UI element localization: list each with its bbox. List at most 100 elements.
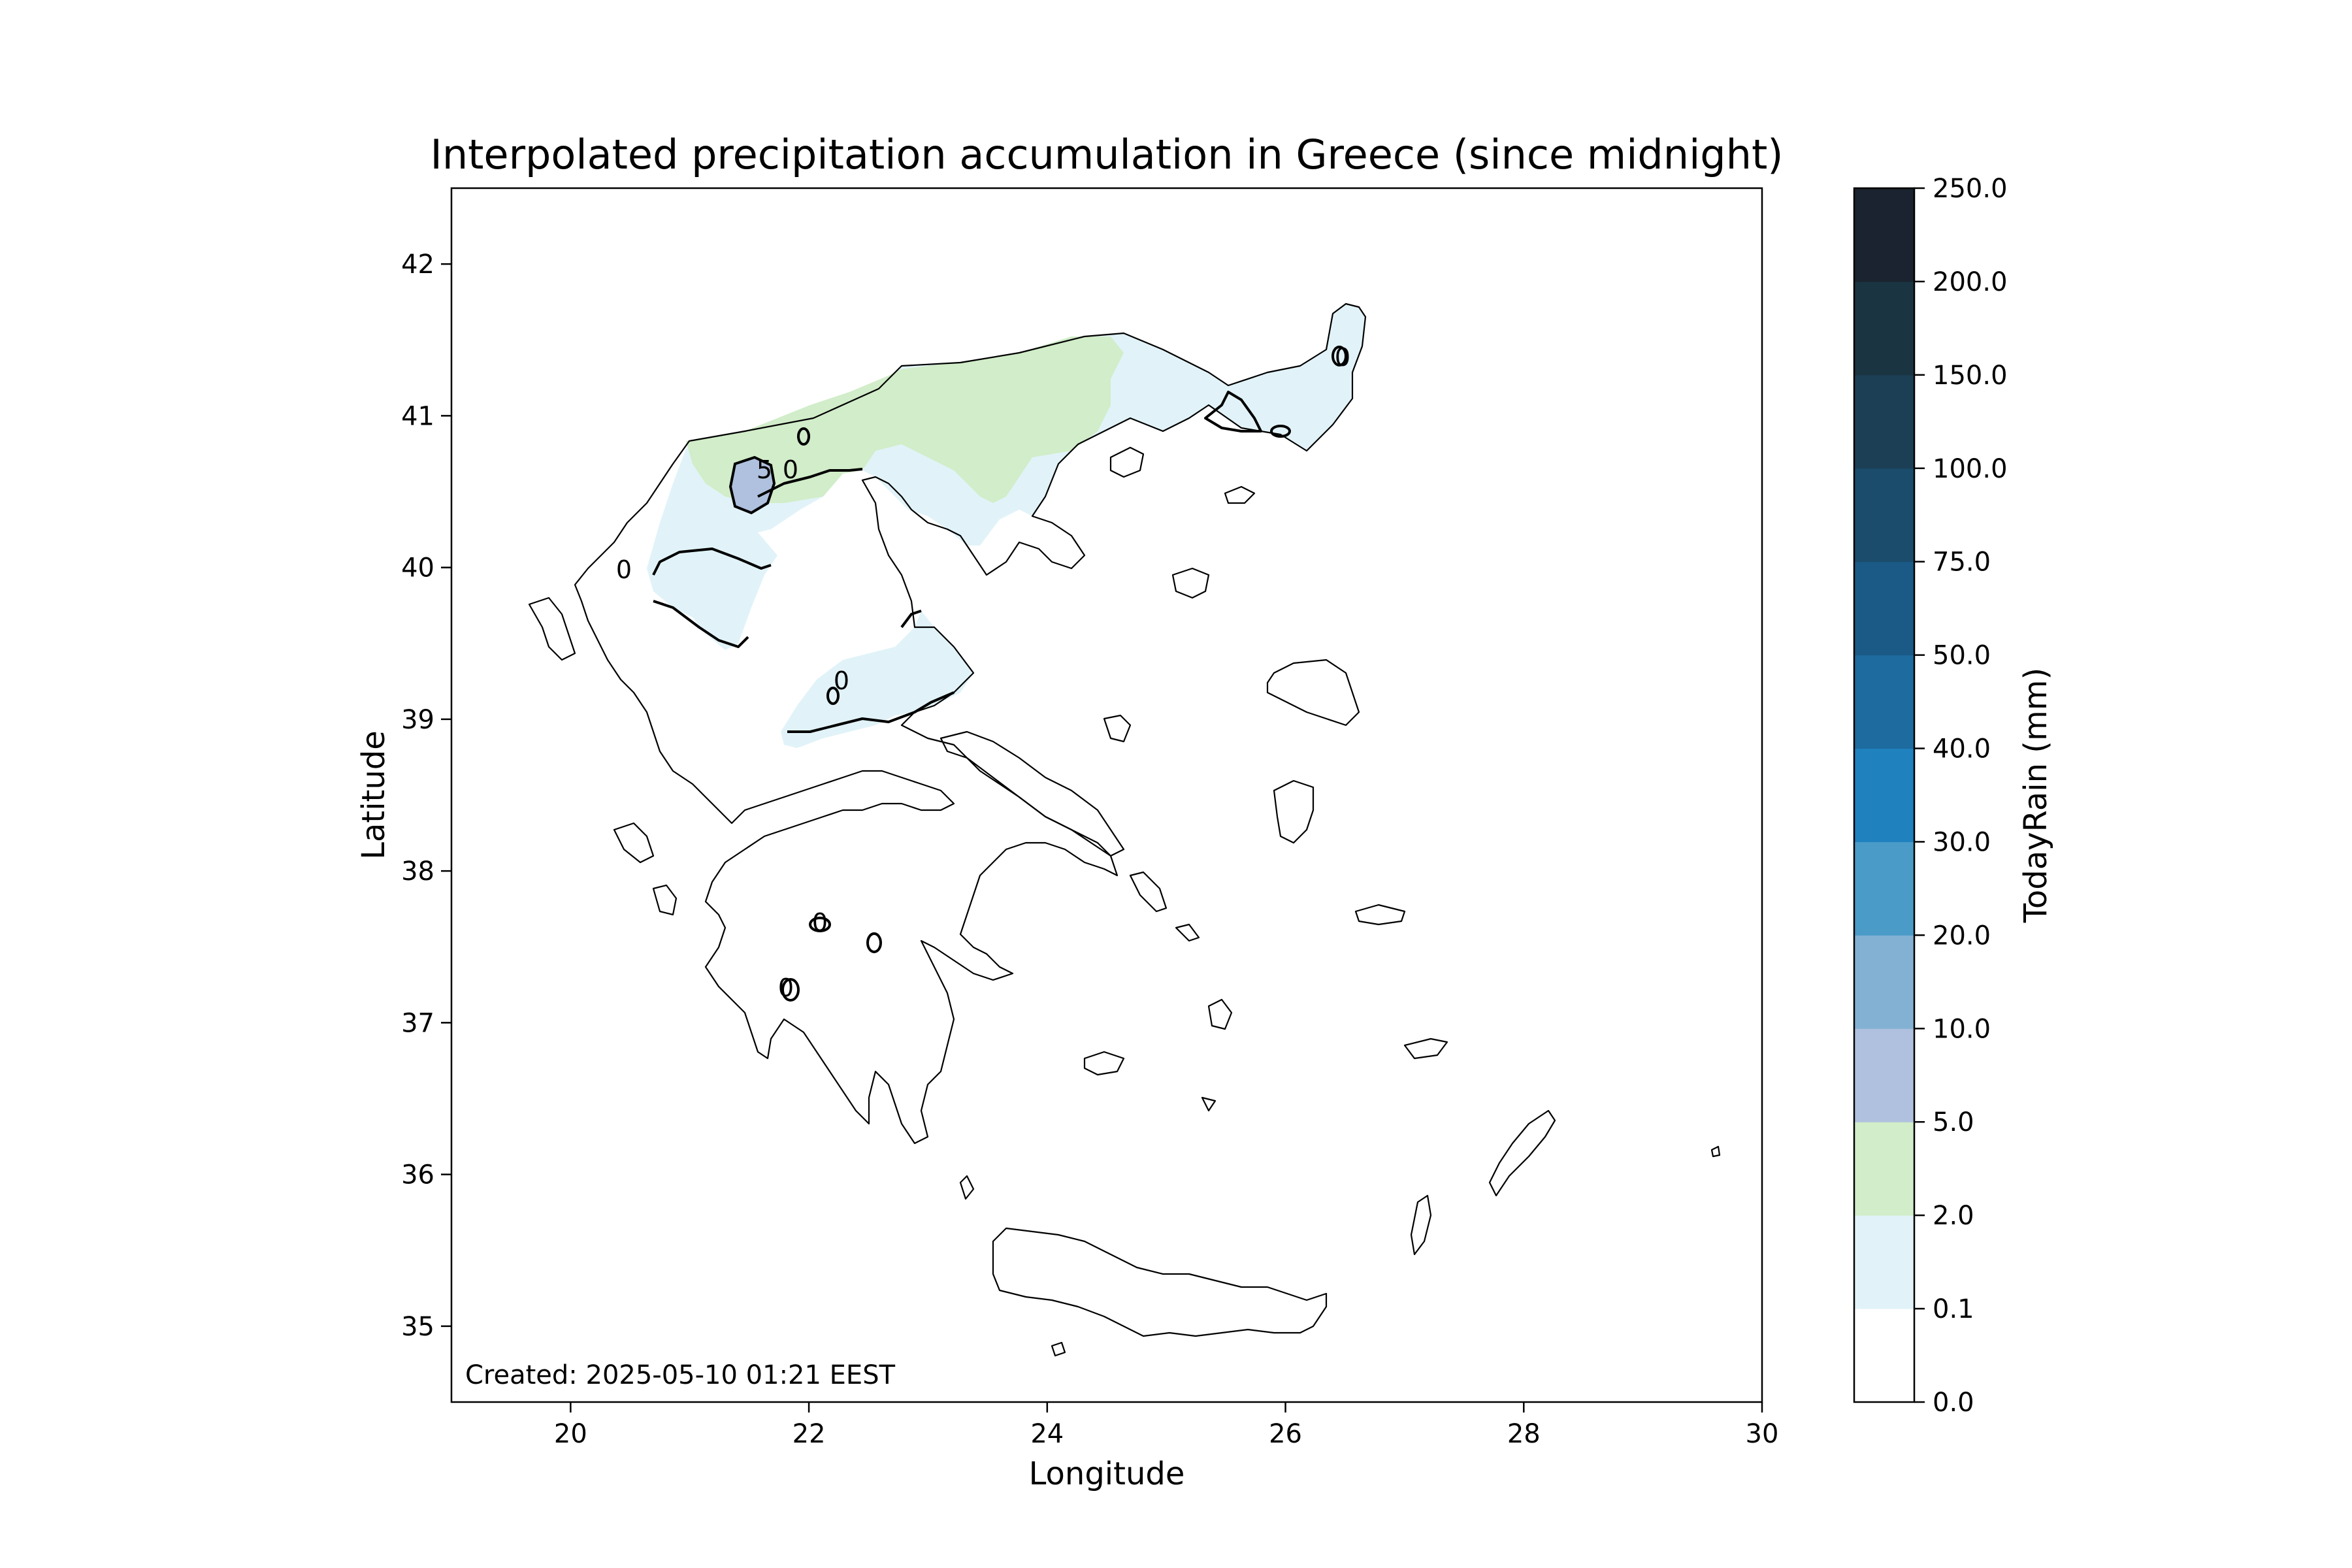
- map-axes-frame: [450, 187, 1763, 1403]
- y-tick-label: 37: [401, 1008, 434, 1038]
- colorbar: 0.0 0.1 2.0 5.0 10.0 20.0 30.0 40.0 50.0 75.0 100.…: [1854, 174, 2008, 1418]
- contour-lines: [652, 346, 1347, 1002]
- map-area: 5 0 0 0 0 0 0 Created: 2025-05-10 01:21 …: [451, 188, 1762, 1402]
- colorbar-frame: [1853, 187, 1916, 1403]
- precip-area-central: [781, 611, 973, 748]
- contour-ring-7: [866, 932, 882, 953]
- kastellorizo: [1710, 1145, 1721, 1158]
- skyros: [1103, 714, 1132, 743]
- chios: [1273, 779, 1315, 844]
- colorbar-tick-label: 0.1: [1933, 1294, 1974, 1324]
- colorbar-segment: [1854, 1215, 1914, 1309]
- naxos: [1207, 998, 1233, 1030]
- y-tick-label: 41: [401, 401, 434, 431]
- x-axis-ticks: 20 22 24 26 28 30: [554, 1402, 1778, 1449]
- colorbar-tick-label: 250.0: [1933, 174, 2008, 204]
- x-tick-label: 24: [1030, 1419, 1064, 1449]
- colorbar-tick-label: 100.0: [1933, 454, 2008, 484]
- y-tick-label: 35: [401, 1312, 434, 1342]
- lesvos: [1266, 659, 1360, 727]
- contour-central-2: [900, 610, 922, 629]
- colorbar-tick-label: 75.0: [1933, 547, 1991, 578]
- contour-north-3: [652, 547, 772, 576]
- rhodes: [1488, 1109, 1556, 1197]
- contour-ring-6: [781, 978, 800, 1002]
- contour-label: 5: [757, 455, 772, 484]
- kos: [1403, 1037, 1448, 1060]
- santorini: [1201, 1096, 1217, 1112]
- precip-area-green: [686, 336, 1124, 503]
- contour-ring-5: [809, 917, 831, 932]
- contour-central: [787, 691, 955, 733]
- colorbar-tick-label: 50.0: [1933, 641, 1991, 671]
- colorbar-tick-label: 40.0: [1933, 734, 1991, 764]
- colorbar-segment: [1854, 1028, 1914, 1122]
- colorbar-segment: [1854, 281, 1914, 376]
- y-tick-label: 36: [401, 1160, 434, 1190]
- colorbar-tick-label: 20.0: [1933, 921, 1991, 951]
- x-tick-label: 26: [1269, 1419, 1302, 1449]
- samothrace: [1224, 485, 1256, 504]
- x-tick-label: 22: [792, 1419, 826, 1449]
- y-axis-ticks: 35 36 37 38 39 40 41 42: [401, 250, 451, 1342]
- kythira: [959, 1175, 975, 1200]
- colorbar-segment: [1854, 1309, 1914, 1403]
- contour-label: 0: [834, 666, 849, 695]
- euboea: [939, 730, 1125, 857]
- lemnos: [1171, 567, 1210, 599]
- coastline: [528, 302, 1721, 1357]
- karpathos: [1410, 1194, 1432, 1256]
- crete: [992, 1227, 1328, 1337]
- gavdos: [1051, 1341, 1066, 1357]
- colorbar-segment: [1854, 935, 1914, 1029]
- colorbar-segment: [1854, 374, 1914, 469]
- zakynthos: [652, 884, 678, 916]
- tinos: [1175, 923, 1200, 942]
- created-timestamp: Created: 2025-05-10 01:21 EEST: [465, 1360, 896, 1390]
- colorbar-tick-label: 200.0: [1933, 267, 2008, 297]
- colorbar-tick-label: 2.0: [1933, 1201, 1974, 1231]
- colorbar-segment: [1854, 748, 1914, 842]
- x-tick-label: 20: [554, 1419, 587, 1449]
- colorbar-segment: [1854, 1122, 1914, 1216]
- colorbar-segment: [1854, 468, 1914, 563]
- precip-area-5mm: [728, 455, 776, 515]
- contour-ring-2: [1270, 425, 1291, 438]
- contour-label: 0: [783, 455, 798, 484]
- greece-mainland: [574, 302, 1367, 1145]
- colorbar-tick-label: 150.0: [1933, 361, 2008, 391]
- contour-north-1: [1204, 391, 1262, 433]
- contour-north-2: [757, 468, 863, 498]
- colorbar-segment: [1854, 561, 1914, 656]
- precip-fields: [647, 304, 1365, 748]
- colorbar-tick-label: 0.0: [1933, 1388, 1974, 1418]
- thasos: [1109, 446, 1145, 478]
- colorbar-tick-label: 30.0: [1933, 827, 1991, 857]
- contour-labels: 5 0 0 0 0 0 0: [616, 343, 1350, 1002]
- y-tick-label: 39: [401, 705, 434, 735]
- colorbar-segment: [1854, 188, 1914, 282]
- contour-ring-4: [826, 687, 840, 705]
- contour-north-4: [653, 600, 749, 648]
- x-axis-label: Longitude: [1029, 1456, 1185, 1492]
- y-tick-label: 42: [401, 250, 434, 280]
- y-axis-label: Latitude: [355, 730, 392, 860]
- samos: [1354, 904, 1406, 926]
- contour-label: 0: [778, 973, 794, 1002]
- kefalonia: [613, 822, 655, 864]
- colorbar-segment: [1854, 841, 1914, 936]
- contour-ring-3: [1331, 346, 1347, 367]
- map-title: Interpolated precipitation accumulation …: [431, 131, 1784, 178]
- contour-label: 0: [1335, 343, 1350, 372]
- colorbar-tick-label: 10.0: [1933, 1014, 1991, 1044]
- contour-ring-1: [797, 427, 810, 446]
- contour-label: 0: [812, 908, 828, 937]
- milos: [1083, 1051, 1125, 1076]
- colorbar-segment: [1854, 655, 1914, 749]
- colorbar-tick-label: 5.0: [1933, 1107, 1974, 1137]
- corfu: [528, 596, 576, 661]
- y-tick-label: 40: [401, 553, 434, 583]
- x-tick-label: 28: [1507, 1419, 1541, 1449]
- contour-label: 0: [616, 555, 632, 584]
